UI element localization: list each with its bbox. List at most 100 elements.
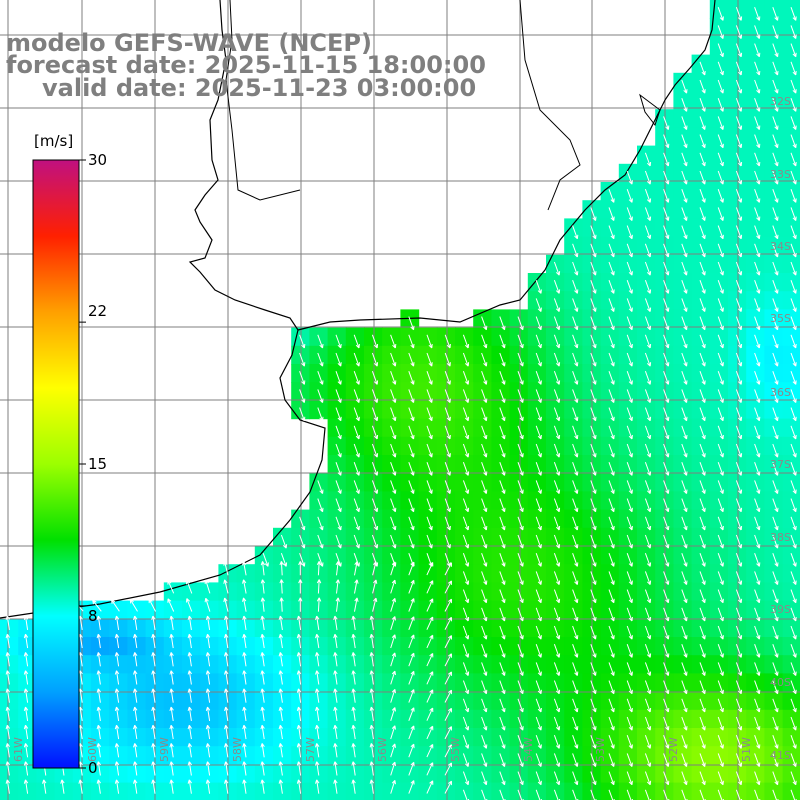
wind-arrow <box>772 407 779 422</box>
wind-arrow <box>499 443 506 458</box>
wind-arrow <box>5 652 11 667</box>
wind-arrow <box>572 625 579 640</box>
wind-arrow <box>369 688 375 703</box>
wind-arrow <box>608 462 615 476</box>
wind-arrow <box>754 553 761 567</box>
wind-arrow <box>754 462 761 476</box>
wind-arrow <box>717 698 724 713</box>
wind-arrow <box>717 462 724 476</box>
wind-arrow <box>699 498 706 513</box>
lon-label: 54W <box>522 737 535 762</box>
wind-arrow <box>644 298 652 312</box>
wind-arrow <box>681 698 688 713</box>
wind-arrow <box>390 597 396 612</box>
wind-arrow <box>663 407 670 422</box>
wind-arrow <box>717 534 724 549</box>
wind-arrow <box>296 670 302 685</box>
wind-arrow <box>517 352 524 367</box>
wind-arrow <box>462 516 470 531</box>
title-forecast-date: forecast date: 2025-11-15 18:00:00 <box>6 51 486 79</box>
wind-arrow <box>663 116 670 130</box>
wind-arrow <box>444 352 451 367</box>
wind-arrow <box>317 534 324 549</box>
wind-arrow <box>444 726 452 740</box>
lon-label: 61W <box>12 737 25 762</box>
wind-arrow <box>608 553 615 567</box>
wind-arrow <box>681 443 688 458</box>
wind-arrow <box>754 498 761 513</box>
wind-arrow <box>590 534 597 549</box>
wind-arrow <box>242 597 247 612</box>
wind-arrow <box>772 607 779 622</box>
wind-arrow <box>717 644 724 658</box>
wind-arrow <box>754 189 761 203</box>
wind-arrow <box>242 688 247 703</box>
wind-arrow <box>481 662 488 676</box>
wind-arrow <box>390 779 396 794</box>
wind-arrow <box>626 753 633 767</box>
wind-arrow <box>296 615 302 630</box>
wind-arrow <box>663 680 670 695</box>
wind-arrow <box>553 607 561 622</box>
wind-arrow <box>663 225 670 240</box>
wind-arrow <box>481 589 488 604</box>
wind-arrow <box>717 334 724 349</box>
lat-label: 41S <box>770 749 791 762</box>
wind-arrow <box>481 389 488 403</box>
wind-arrow <box>608 225 615 240</box>
wind-arrow <box>735 462 743 476</box>
wind-arrow <box>23 633 29 649</box>
wind-arrow <box>444 389 451 403</box>
wind-arrow <box>169 670 174 685</box>
wind-arrow <box>426 598 434 612</box>
wind-arrow <box>260 633 265 649</box>
wind-arrow <box>681 407 688 422</box>
wind-arrow <box>644 516 652 531</box>
wind-arrow <box>444 762 452 776</box>
wind-arrow <box>133 706 138 721</box>
wind-arrow <box>663 553 670 567</box>
wind-arrow <box>114 743 120 758</box>
wind-arrow <box>754 662 761 676</box>
wind-arrow <box>626 571 633 585</box>
wind-arrow <box>204 579 211 594</box>
wind-arrow <box>5 633 11 649</box>
wind-arrow <box>626 334 633 349</box>
wind-arrow <box>717 280 724 294</box>
wind-arrow <box>444 689 452 703</box>
wind-arrow <box>187 724 193 740</box>
wind-arrow <box>535 462 542 476</box>
wind-arrow <box>754 261 761 276</box>
wind-arrow <box>390 534 397 549</box>
wind-arrow <box>735 280 743 294</box>
wind-arrow <box>790 425 797 440</box>
wind-arrow <box>754 607 761 622</box>
wind-arrow <box>681 352 688 367</box>
wind-arrow <box>663 443 670 458</box>
wind-arrow <box>260 706 265 721</box>
wind-arrow <box>553 425 561 440</box>
wind-arrow <box>369 670 375 685</box>
wind-arrow <box>390 462 397 476</box>
wind-arrow <box>572 534 579 549</box>
wind-arrow <box>717 261 724 276</box>
wind-arrow <box>296 779 302 794</box>
wind-arrow <box>626 280 633 294</box>
wind-arrow <box>299 371 306 385</box>
wind-arrow <box>535 334 542 349</box>
wind-arrow <box>278 670 284 685</box>
wind-arrow <box>717 243 724 258</box>
wind-arrow <box>754 589 761 604</box>
wind-arrow <box>754 425 761 440</box>
wind-arrow <box>481 735 488 749</box>
wind-arrow <box>114 652 120 667</box>
wind-arrow <box>754 225 761 240</box>
wind-arrow <box>644 225 652 240</box>
wind-arrow <box>663 134 670 149</box>
title-valid-date: valid date: 2025-11-23 03:00:00 <box>42 74 477 102</box>
wind-arrow <box>242 761 247 776</box>
wind-arrow <box>187 743 193 758</box>
wind-arrow <box>754 79 761 94</box>
wind-arrow <box>499 553 506 567</box>
wind-arrow <box>426 580 434 594</box>
